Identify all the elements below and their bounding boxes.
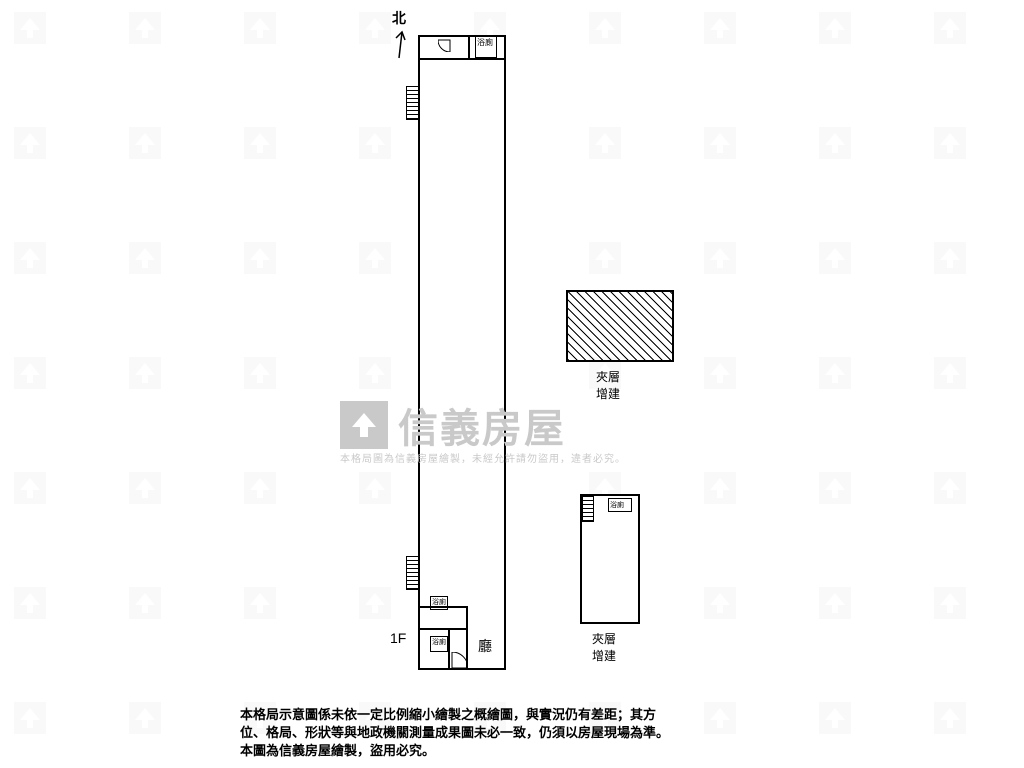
disclaimer-line: 本圖為信義房屋繪製，盜用必究。	[240, 742, 669, 760]
brand-subtext: 本格局圖為信義房屋繪製，未經允許請勿盜用，違者必究。	[340, 450, 626, 465]
watermark-tile	[10, 353, 50, 393]
watermark-tile	[125, 468, 165, 508]
watermark-tile	[700, 8, 740, 48]
watermark-tile	[10, 583, 50, 623]
watermark-tile	[355, 468, 395, 508]
watermark-tile	[700, 123, 740, 163]
hatched-label: 夾層 增建	[596, 368, 620, 402]
watermark-tile	[700, 238, 740, 278]
watermark-tile	[240, 583, 280, 623]
stairs-icon	[582, 496, 594, 522]
wall-segment	[418, 58, 506, 60]
watermark-tile	[815, 123, 855, 163]
watermark-tile	[125, 698, 165, 738]
watermark-tile	[930, 123, 970, 163]
watermark-tile	[930, 353, 970, 393]
wall-segment	[418, 628, 468, 630]
watermark-tile	[10, 123, 50, 163]
watermark-tile	[585, 8, 625, 48]
door-arc-icon	[436, 652, 468, 684]
disclaimer-line: 位、格局、形狀等與地政機關測量成果圖未必一致，仍須以房屋現場為準。	[240, 724, 669, 742]
watermark-tile	[815, 468, 855, 508]
watermark-tile	[355, 353, 395, 393]
room-label: 浴廁	[477, 37, 493, 48]
room-label: 廳	[478, 636, 492, 656]
watermark-tile	[355, 123, 395, 163]
wall-segment	[468, 35, 470, 59]
room-label: 浴廁	[432, 597, 446, 607]
watermark-tile	[815, 583, 855, 623]
watermark-tile	[930, 583, 970, 623]
watermark-tile	[125, 8, 165, 48]
north-indicator: 北	[392, 8, 406, 60]
watermark-tile	[10, 468, 50, 508]
disclaimer-text: 本格局示意圖係未依一定比例縮小繪製之概繪圖，與實況仍有差距；其方位、格局、形狀等…	[240, 706, 669, 761]
watermark-tile	[125, 583, 165, 623]
brand-watermark: 信義房屋	[340, 396, 566, 454]
watermark-tile	[10, 698, 50, 738]
watermark-tile	[700, 468, 740, 508]
watermark-tile	[355, 8, 395, 48]
mezzanine-label: 夾層 增建	[592, 630, 616, 664]
watermark-tile	[815, 8, 855, 48]
north-arrow-icon	[392, 30, 406, 60]
watermark-tile	[585, 123, 625, 163]
watermark-tile	[10, 8, 50, 48]
watermark-tile	[240, 353, 280, 393]
room-label: 浴廁	[432, 637, 446, 647]
stairs-icon	[406, 86, 420, 120]
watermark-tile	[930, 468, 970, 508]
watermark-tile	[815, 698, 855, 738]
floor-label: 1F	[390, 630, 406, 646]
watermark-tile	[930, 698, 970, 738]
watermark-tile	[240, 238, 280, 278]
watermark-tile	[125, 353, 165, 393]
watermark-tile	[700, 698, 740, 738]
watermark-tile	[355, 238, 395, 278]
brand-text: 信義房屋	[398, 396, 566, 454]
watermark-tile	[125, 123, 165, 163]
north-label: 北	[392, 8, 406, 28]
watermark-tile	[240, 123, 280, 163]
watermark-tile	[815, 238, 855, 278]
watermark-tile	[10, 238, 50, 278]
watermark-tile	[815, 353, 855, 393]
watermark-tile	[125, 238, 165, 278]
stairs-icon	[406, 556, 420, 590]
door-arc-icon	[438, 28, 462, 52]
watermark-tile	[700, 353, 740, 393]
hatched-mezzanine	[566, 290, 674, 362]
watermark-tile	[930, 8, 970, 48]
watermark-tile	[930, 238, 970, 278]
main-floorplan	[418, 35, 506, 670]
watermark-tile	[240, 8, 280, 48]
disclaimer-line: 本格局示意圖係未依一定比例縮小繪製之概繪圖，與實況仍有差距；其方	[240, 706, 669, 724]
watermark-tile	[700, 583, 740, 623]
watermark-tile	[355, 583, 395, 623]
brand-logo-icon	[340, 401, 388, 449]
watermark-tile	[585, 238, 625, 278]
room-label: 浴廁	[610, 500, 624, 510]
floorplan-stage: (function(){ const d=JSON.parse(document…	[0, 0, 1024, 768]
watermark-tile	[240, 468, 280, 508]
